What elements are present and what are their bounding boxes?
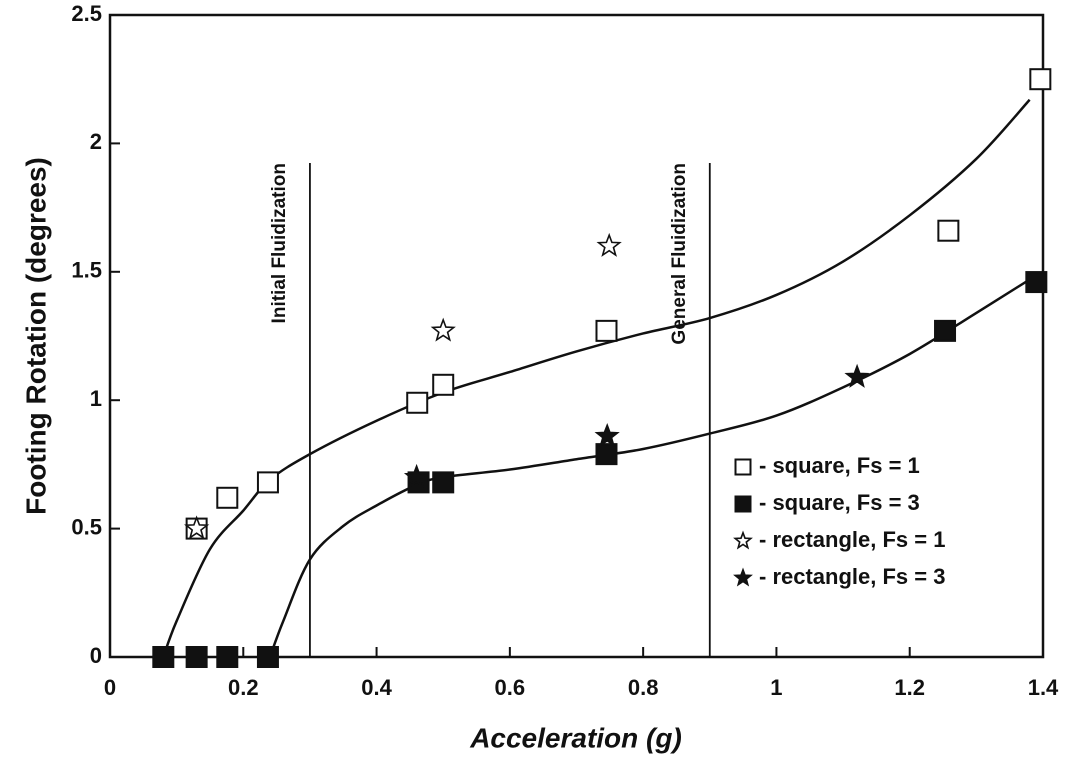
y-tick-label: 0.5 bbox=[71, 514, 102, 539]
marker-square bbox=[256, 646, 279, 668]
marker-square bbox=[185, 646, 208, 668]
y-tick-label: 1.5 bbox=[71, 258, 102, 283]
legend-label: - rectangle, Fs = 3 bbox=[759, 564, 945, 589]
x-tick-label: 0.4 bbox=[361, 675, 392, 700]
x-tick-label: 1.2 bbox=[894, 675, 925, 700]
marker-square bbox=[937, 219, 960, 242]
annotation-label: Initial Fluidization bbox=[269, 163, 290, 323]
legend-marker bbox=[734, 495, 752, 513]
x-tick-label: 1 bbox=[770, 675, 782, 700]
marker-square bbox=[432, 373, 455, 396]
marker-square bbox=[432, 471, 455, 494]
marker-square bbox=[934, 319, 957, 342]
marker-star bbox=[430, 317, 456, 342]
legend-marker bbox=[734, 458, 752, 476]
x-tick-label: 0.2 bbox=[228, 675, 259, 700]
marker-square bbox=[256, 471, 279, 494]
y-tick-label: 1 bbox=[90, 386, 102, 411]
marker-star bbox=[844, 363, 870, 388]
marker-square bbox=[595, 443, 618, 466]
marker-square bbox=[595, 319, 618, 342]
annotation-label: General Fluidization bbox=[669, 163, 690, 345]
x-tick-label: 1.4 bbox=[1028, 675, 1059, 700]
legend-label: - square, Fs = 1 bbox=[759, 453, 920, 478]
marker-square bbox=[406, 391, 429, 414]
marker-square bbox=[216, 486, 239, 509]
legend-marker bbox=[733, 567, 753, 587]
x-tick-label: 0.8 bbox=[628, 675, 659, 700]
marker-star bbox=[596, 232, 622, 257]
y-axis-title: Footing Rotation (degrees) bbox=[20, 157, 51, 515]
plot-frame bbox=[108, 13, 1045, 659]
legend-label: - square, Fs = 3 bbox=[759, 490, 920, 515]
marker-square bbox=[1025, 271, 1048, 294]
x-axis-title: Acceleration (g) bbox=[469, 722, 682, 753]
x-tick-label: 0.6 bbox=[495, 675, 526, 700]
fit-curve bbox=[268, 278, 1031, 658]
marker-square bbox=[216, 646, 239, 668]
marker-star bbox=[184, 515, 210, 540]
legend-label: - rectangle, Fs = 1 bbox=[759, 527, 945, 552]
y-tick-label: 2.5 bbox=[71, 1, 102, 26]
marker-square bbox=[1029, 68, 1052, 91]
fit-curve bbox=[162, 98, 1031, 658]
y-tick-label: 2 bbox=[90, 129, 102, 154]
marker-star bbox=[594, 422, 620, 447]
x-tick-label: 0 bbox=[104, 675, 116, 700]
y-tick-label: 0 bbox=[90, 643, 102, 668]
marker-square bbox=[152, 646, 175, 668]
legend-marker bbox=[733, 530, 753, 550]
marker-star bbox=[403, 463, 430, 488]
